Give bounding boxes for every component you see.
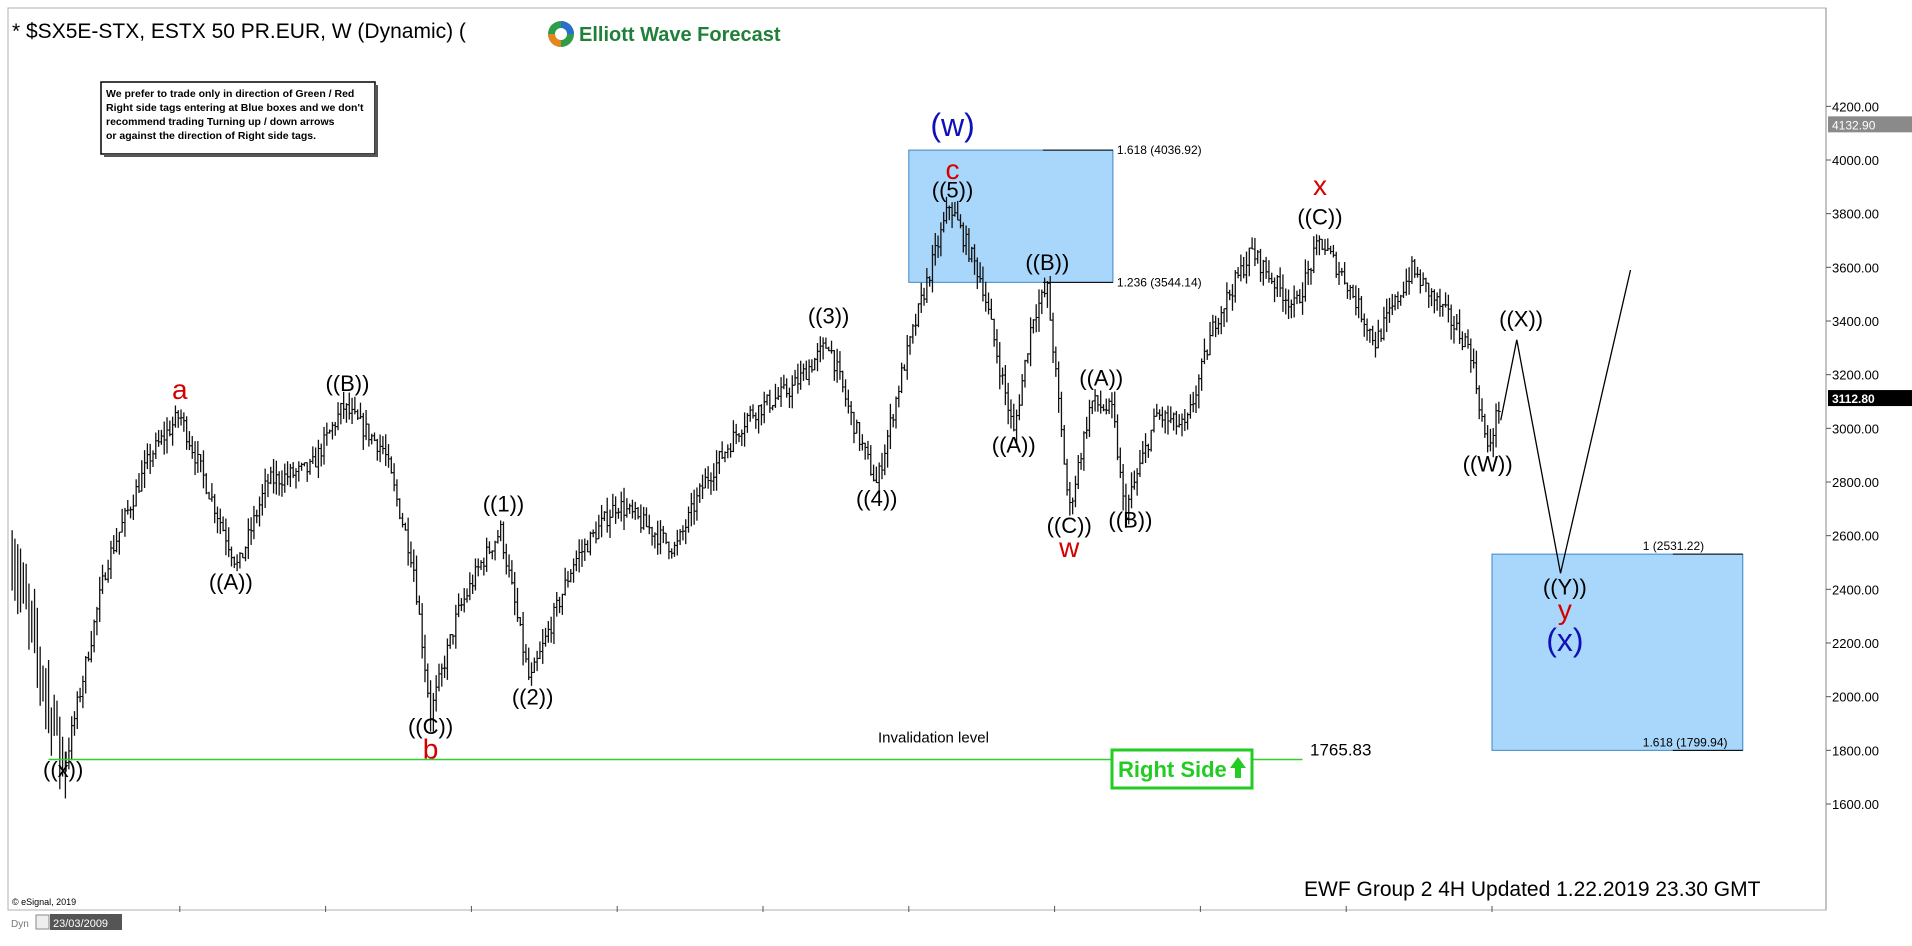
y-tick-label: 3200.00 — [1832, 368, 1879, 383]
notice-line-3: recommend trading Turning up / down arro… — [106, 116, 335, 128]
start-date-badge — [50, 914, 122, 930]
fib-label: 1.618 (4036.92) — [1117, 143, 1202, 157]
right-side-tag: Right Side — [1110, 748, 1254, 790]
y-tick-label: 2000.00 — [1832, 690, 1879, 705]
wave-label: ((5)) — [932, 178, 974, 203]
wave-label: y — [1558, 594, 1572, 625]
invalidation-value: 1765.83 — [1310, 741, 1371, 760]
esignal-copyright: © eSignal, 2019 — [12, 897, 76, 907]
update-stamp: EWF Group 2 4H Updated 1.22.2019 23.30 G… — [1304, 878, 1761, 901]
wave-label: (x) — [1546, 622, 1583, 658]
wave-label: ((W)) — [1463, 451, 1513, 476]
blue-box-2 — [1491, 553, 1744, 751]
wave-label: ((B)) — [1108, 508, 1152, 533]
wave-label: ((x)) — [43, 757, 83, 782]
wave-label: ((2)) — [512, 685, 554, 710]
right-side-label: Right Side — [1118, 757, 1227, 782]
wave-label: b — [423, 733, 439, 764]
wave-label: ((X)) — [1499, 306, 1543, 331]
fib-label: 1 (2531.22) — [1643, 539, 1704, 553]
wave-label: (w) — [930, 107, 974, 143]
fib-label: 1.618 (1799.94) — [1643, 735, 1728, 749]
wave-label: w — [1058, 532, 1080, 563]
y-tick-label: 1800.00 — [1832, 743, 1879, 758]
wave-label: c — [946, 154, 960, 185]
wave-label: ((B)) — [1025, 250, 1069, 275]
notice-line-1: We prefer to trade only in direction of … — [106, 88, 354, 100]
wave-label: ((3)) — [808, 304, 850, 329]
y-tick-label: 2600.00 — [1832, 529, 1879, 544]
dyn-label: Dyn — [11, 919, 29, 930]
y-tick-label: 2800.00 — [1832, 475, 1879, 490]
wave-label: ((1)) — [483, 492, 525, 517]
projection-path — [1500, 269, 1632, 574]
wave-label: ((Y)) — [1543, 575, 1587, 600]
y-tick-label: 3800.00 — [1832, 207, 1879, 222]
wave-label: a — [172, 374, 188, 405]
chart-title: * $SX5E-STX, ESTX 50 PR.EUR, W (Dynamic)… — [12, 20, 466, 43]
y-tick-label: 2200.00 — [1832, 636, 1879, 651]
price-tag-label: 4132.90 — [1832, 118, 1876, 132]
fib-label: 1.236 (3544.14) — [1117, 275, 1202, 289]
elliott-wave-logo: Elliott Wave Forecast — [548, 21, 781, 47]
notice-line-2: Right side tags entering at Blue boxes a… — [106, 102, 364, 114]
trading-notice: We prefer to trade only in direction of … — [100, 81, 378, 157]
wave-label: ((C)) — [1297, 204, 1342, 229]
invalidation-label: Invalidation level — [878, 730, 989, 747]
wave-label: ((C)) — [1047, 513, 1092, 538]
wave-label: ((4)) — [856, 486, 898, 511]
price-tag-box — [1828, 116, 1912, 133]
logo-text: Elliott Wave Forecast — [579, 24, 781, 46]
y-tick-label: 4200.00 — [1832, 99, 1879, 114]
price-tag-box — [1828, 390, 1912, 407]
y-tick-label: 4000.00 — [1832, 153, 1879, 168]
blue-box-1 — [908, 149, 1114, 283]
wave-label: ((B)) — [325, 371, 369, 396]
wave-label: ((A)) — [992, 432, 1036, 457]
arrow-up-icon — [1230, 757, 1246, 778]
price-tag-label: 3112.80 — [1832, 392, 1875, 406]
wave-label: ((A)) — [209, 569, 253, 594]
wave-label: x — [1313, 170, 1327, 201]
y-tick-label: 3400.00 — [1832, 314, 1879, 329]
y-tick-label: 1600.00 — [1832, 797, 1879, 812]
y-tick-label: 3600.00 — [1832, 260, 1879, 275]
wave-label: ((C)) — [408, 714, 453, 739]
notice-line-4: or against the direction of Right side t… — [106, 130, 316, 142]
start-date: 23/03/2009 — [53, 918, 108, 930]
y-tick-label: 2400.00 — [1832, 582, 1879, 597]
wave-label: ((A)) — [1079, 365, 1123, 390]
y-tick-label: 3000.00 — [1832, 421, 1879, 436]
